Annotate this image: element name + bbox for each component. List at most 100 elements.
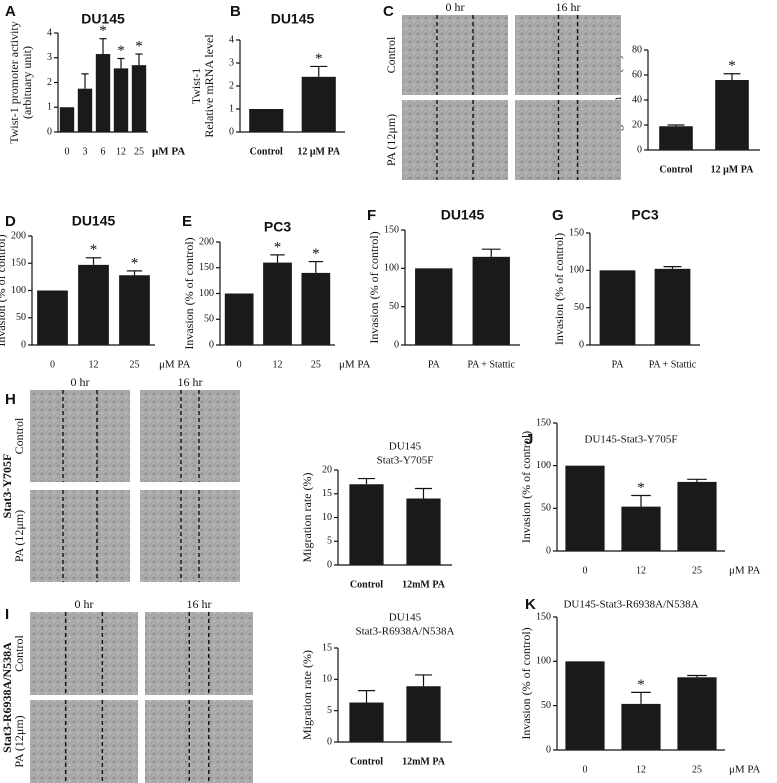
x-tick-label: PA + Stattic — [467, 359, 515, 370]
x-tick-label: 12 — [116, 146, 126, 157]
y-tick-label: 0 — [327, 559, 332, 570]
micrograph — [30, 700, 138, 783]
significance-mark: * — [315, 51, 323, 67]
column-label: 0 hr — [75, 597, 94, 611]
bar — [565, 465, 605, 551]
y-tick-label: 0 — [47, 126, 52, 137]
row-label: Control — [384, 36, 398, 73]
bar — [301, 76, 336, 132]
y-axis-label: Invasion (% of control) — [519, 627, 533, 739]
y-tick-label: 0 — [21, 339, 26, 350]
significance-mark: * — [99, 23, 107, 39]
y-tick-label: 0 — [579, 339, 584, 350]
x-axis-label: μM PA — [729, 565, 761, 577]
y-tick-label: 150 — [199, 262, 214, 273]
chart-title: DU145-Stat3-Y705F — [585, 434, 678, 446]
x-tick-label: 3 — [83, 146, 88, 157]
significance-mark: * — [312, 246, 320, 262]
y-tick-label: 50 — [541, 700, 551, 711]
x-axis-label: μM PA — [152, 146, 185, 158]
y-tick-label: 60 — [632, 69, 642, 80]
y-axis-label: Twist-1 — [189, 68, 203, 105]
micrograph — [30, 390, 130, 482]
y-tick-label: 200 — [199, 236, 214, 247]
y-tick-label: 0 — [327, 736, 332, 747]
x-tick-label: 25 — [130, 359, 140, 370]
y-axis-label: Invasion (% of control) — [519, 431, 533, 543]
chart-title: PC3 — [264, 219, 291, 235]
x-tick-label: 6 — [101, 146, 106, 157]
bar — [621, 703, 661, 750]
row-label: Control — [12, 417, 26, 454]
x-tick-label: 25 — [692, 565, 702, 576]
y-axis-label: Invasion (% of control) — [552, 233, 566, 345]
row-label: PA (12μm) — [384, 114, 398, 166]
y-tick-label: 20 — [632, 119, 642, 130]
y-axis-label: Migration rate (%) — [300, 650, 314, 740]
y-tick-label: 2 — [229, 80, 234, 91]
x-axis-label: μM PA — [729, 764, 761, 776]
panel-letter: B — [230, 3, 241, 20]
y-tick-label: 0 — [209, 339, 214, 350]
x-tick-label: 25 — [311, 359, 321, 370]
significance-mark: * — [274, 239, 282, 255]
bar — [77, 88, 93, 132]
panel-letter: F — [367, 207, 376, 224]
x-tick-label: 25 — [692, 764, 702, 775]
micrograph — [402, 100, 508, 180]
significance-mark: * — [117, 43, 125, 59]
bar — [59, 107, 75, 132]
y-tick-label: 1 — [47, 102, 52, 113]
significance-mark: * — [728, 58, 736, 74]
x-tick-label: 12mM PA — [402, 756, 446, 767]
y-tick-label: 80 — [632, 44, 642, 55]
chart-title: DU145 — [81, 11, 125, 27]
x-tick-label: 12 μM PA — [297, 146, 340, 157]
bar — [565, 661, 605, 750]
bar — [654, 268, 691, 345]
column-label: 16 hr — [187, 597, 212, 611]
y-tick-label: 200 — [11, 230, 26, 241]
bar — [677, 677, 717, 750]
group-label: Stat3-R6938A/N538A — [0, 642, 14, 753]
micrograph — [30, 612, 138, 695]
y-tick-label: 15 — [322, 642, 332, 653]
y-axis-label: Migration rate (%) — [300, 473, 314, 563]
panel-letter: G — [552, 207, 564, 224]
y-axis-label: Invasion (% of control) — [0, 234, 8, 346]
micrograph — [402, 15, 508, 95]
y-axis-label: (arbituary unit) — [20, 46, 34, 119]
micrograph — [515, 15, 621, 95]
y-tick-label: 10 — [322, 674, 332, 685]
x-tick-label: 12 — [273, 359, 283, 370]
y-axis-label: Twist-1 promoter activity — [7, 21, 21, 143]
bar — [472, 256, 510, 345]
y-tick-label: 1 — [229, 103, 234, 114]
bar — [95, 54, 111, 132]
y-tick-label: 4 — [47, 27, 52, 38]
micrograph — [140, 490, 240, 582]
x-tick-label: Control — [350, 579, 383, 590]
y-tick-label: 100 — [199, 288, 214, 299]
y-axis-label: Invasion (% of control) — [182, 237, 196, 349]
micrograph — [515, 100, 621, 180]
y-tick-label: 20 — [322, 464, 332, 475]
y-tick-label: 5 — [327, 536, 332, 547]
chart-title: Stat3-R6938A/N538A — [356, 626, 455, 638]
bar — [349, 702, 384, 742]
x-tick-label: 0 — [50, 359, 55, 370]
y-tick-label: 0 — [546, 545, 551, 556]
x-tick-label: 0 — [65, 146, 70, 157]
y-tick-label: 2 — [47, 77, 52, 88]
bar — [78, 264, 109, 345]
chart-title: DU145 — [389, 612, 422, 624]
y-tick-label: 0 — [546, 744, 551, 755]
x-tick-label: 25 — [134, 146, 144, 157]
y-tick-label: 50 — [574, 302, 584, 313]
panel-letter: K — [525, 596, 536, 613]
x-tick-label: 12 μM PA — [711, 164, 754, 175]
micrograph — [30, 490, 130, 582]
y-tick-label: 0 — [637, 144, 642, 155]
y-tick-label: 150 — [536, 611, 551, 622]
